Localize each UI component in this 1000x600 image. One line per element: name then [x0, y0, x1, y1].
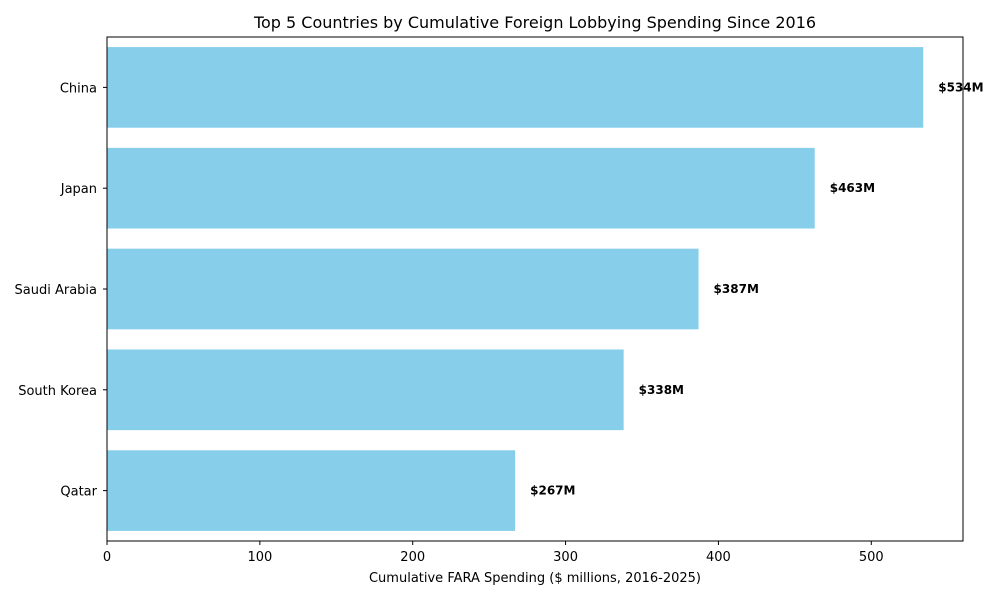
bar-value-label: $463M	[830, 181, 875, 195]
y-tick-label: Saudi Arabia	[15, 283, 98, 298]
x-axis-label: Cumulative FARA Spending ($ millions, 20…	[369, 571, 701, 586]
bar	[107, 47, 924, 128]
x-tick-label: 300	[553, 550, 578, 565]
x-tick-label: 0	[103, 550, 111, 565]
x-tick-label: 100	[247, 550, 272, 565]
bar-value-label: $267M	[530, 484, 575, 498]
plot-frame	[106, 36, 964, 542]
bar-value-label: $387M	[714, 282, 759, 296]
x-tick-label: 500	[859, 550, 884, 565]
y-tick-label: South Korea	[18, 384, 97, 399]
y-tick-label: Japan	[60, 182, 97, 197]
bars-group: $534M $463M $387M $338M $267M	[107, 47, 984, 531]
bar	[107, 248, 699, 330]
chart-title: Top 5 Countries by Cumulative Foreign Lo…	[253, 13, 816, 32]
y-tick-label: Qatar	[60, 485, 97, 500]
x-axis-ticks: 0 100 200 300 400 500	[103, 541, 884, 565]
y-tick-label: China	[60, 81, 97, 96]
y-axis-ticks: China Japan Saudi Arabia South Korea Qatar	[15, 81, 107, 500]
bar	[107, 349, 624, 431]
x-tick-label: 200	[400, 550, 425, 565]
bar	[107, 147, 815, 229]
x-tick-label: 400	[706, 550, 731, 565]
bar-value-label: $534M	[938, 80, 983, 94]
bar	[107, 450, 516, 531]
bar-value-label: $338M	[639, 383, 684, 397]
